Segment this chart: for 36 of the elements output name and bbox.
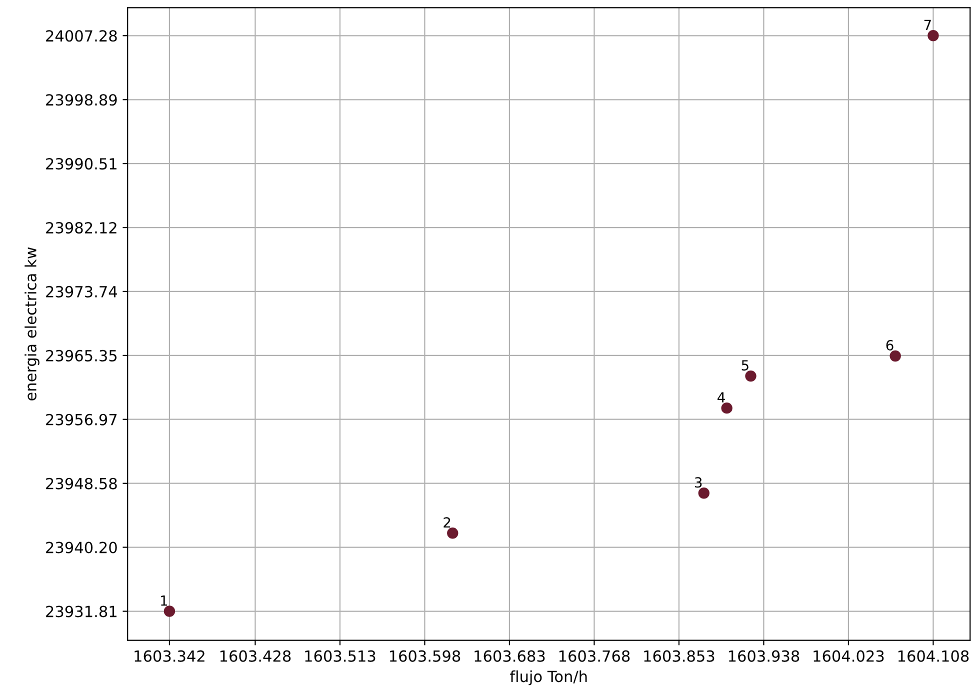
point: [164, 606, 176, 617]
x-tick-label: 1604.023: [814, 650, 884, 662]
y-axis-title: energia electrica kw: [24, 247, 40, 400]
point: [928, 30, 939, 42]
x-tick-label: 1603.513: [305, 650, 376, 662]
y-tick-label: 23990.51: [46, 158, 116, 170]
annotation: 2: [444, 517, 450, 528]
x-tick-label: 1604.108: [898, 650, 969, 662]
x-tick-label: 1603.853: [644, 650, 714, 662]
annotation: 4: [718, 392, 725, 402]
y-tick-label: 23998.89: [46, 94, 117, 106]
point: [721, 402, 732, 414]
annotation: 1: [161, 595, 168, 606]
point: [890, 350, 901, 362]
y-tick-label: 23948.58: [46, 478, 117, 490]
point: [698, 488, 710, 499]
point: [745, 370, 756, 382]
annotation: 6: [886, 340, 894, 351]
y-tick-label: 23956.97: [46, 414, 117, 426]
x-tick-label: 1603.938: [728, 650, 800, 662]
y-tick-label: 23982.12: [46, 222, 116, 234]
y-tick-label: 23931.81: [46, 606, 116, 618]
annotation: 3: [694, 477, 702, 488]
x-axis-title: flujo Ton/h: [510, 670, 587, 686]
y-tick-label: 24007.28: [46, 30, 117, 42]
y-tick-label: 23973.74: [46, 286, 118, 298]
point: [447, 528, 458, 539]
annotation: 5: [742, 360, 748, 371]
x-tick-label: 1603.598: [390, 650, 460, 662]
y-tick-label: 23940.20: [46, 542, 117, 554]
y-tick-label: 23965.35: [46, 350, 117, 362]
annotation: 7: [924, 20, 931, 30]
x-tick-label: 1603.768: [559, 650, 630, 662]
x-tick-label: 1603.683: [474, 650, 545, 662]
x-tick-label: 1603.428: [220, 650, 291, 662]
x-tick-label: 1603.342: [134, 650, 204, 662]
